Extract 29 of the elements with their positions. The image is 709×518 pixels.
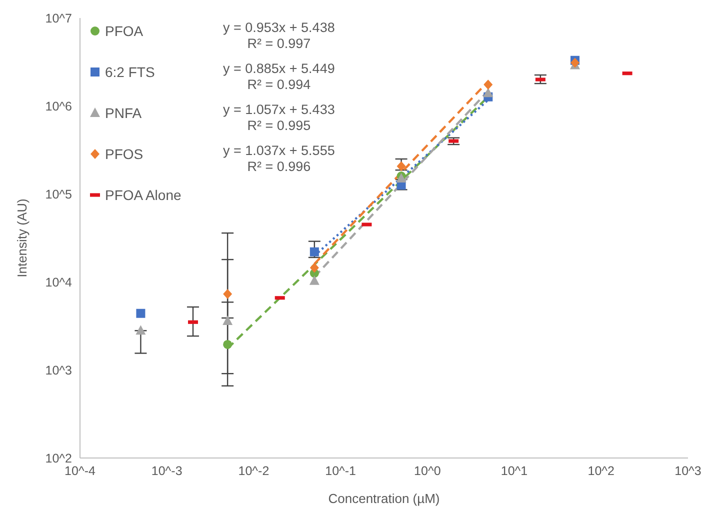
x-tick-label: 10^3 xyxy=(674,464,702,478)
annotation: y = 0.953x + 5.438 xyxy=(223,20,335,36)
annotation: y = 1.037x + 5.555 xyxy=(223,143,335,159)
legend-label: PNFA xyxy=(105,105,142,121)
annotation: R² = 0.995 xyxy=(246,118,312,134)
annotation: y = 1.057x + 5.433 xyxy=(223,102,335,118)
legend-label: PFOS xyxy=(105,146,144,162)
legend-label: 6:2 FTS xyxy=(105,64,155,80)
y-tick-label: 10^2 xyxy=(45,451,72,466)
y-tick-label: 10^3 xyxy=(45,363,72,378)
x-axis-title: Concentration (µM) xyxy=(328,491,440,506)
legend-label: PFOA xyxy=(105,23,144,39)
y-tick-label: 10^6 xyxy=(45,99,72,114)
x-tick-label: 10^2 xyxy=(588,464,615,478)
annotation: R² = 0.996 xyxy=(246,159,312,175)
x-tick-label: 10^-1 xyxy=(325,464,356,478)
x-tick-label: 10^-4 xyxy=(64,464,96,478)
y-tick-label: 10^4 xyxy=(45,275,72,290)
y-axis-title: Intensity (AU) xyxy=(14,198,30,278)
annotation: y = 0.885x + 5.449 xyxy=(223,61,335,77)
x-tick-label: 10^0 xyxy=(414,464,441,478)
annotation: R² = 0.997 xyxy=(246,36,312,52)
y-tick-label: 10^7 xyxy=(45,11,72,26)
annotation: R² = 0.994 xyxy=(246,77,312,93)
x-tick-label: 10^-2 xyxy=(238,464,270,478)
y-tick-label: 10^5 xyxy=(45,187,72,202)
legend-label: PFOA Alone xyxy=(105,187,182,203)
x-tick-label: 10^-3 xyxy=(151,464,182,478)
x-tick-label: 10^1 xyxy=(500,464,528,478)
